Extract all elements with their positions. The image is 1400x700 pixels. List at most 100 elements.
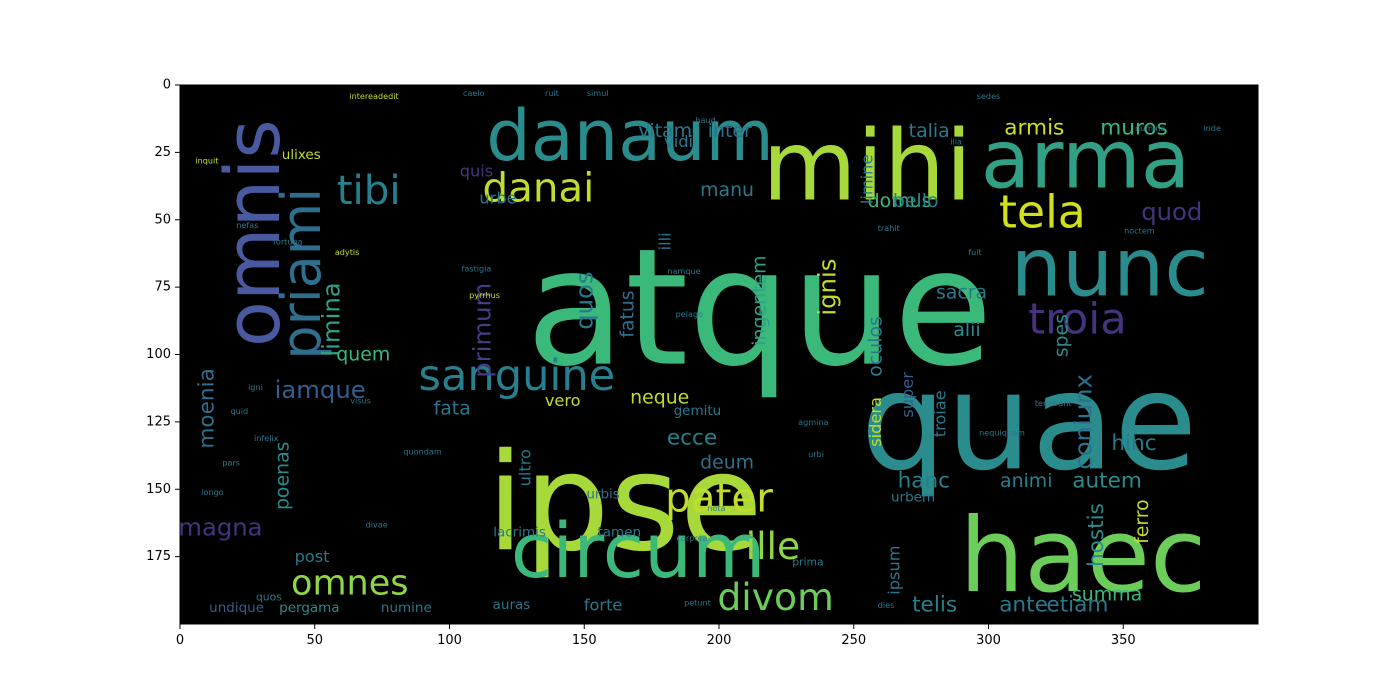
word-oculos-42: oculos [864, 316, 886, 377]
word-sacra-39: sacra [936, 282, 987, 304]
word-infelix-114: infelix [254, 433, 279, 443]
word-ante-61: ante [999, 593, 1048, 618]
word-arma-5: arma [981, 113, 1191, 207]
word-quod-27: quod [1141, 197, 1202, 226]
x-tick-label-300: 300 [976, 633, 1001, 648]
y-tick-label-100: 100 [146, 347, 171, 362]
word-super-73: super [898, 372, 917, 418]
word-nota-108: nota [707, 503, 725, 513]
word-limina-20: limina [316, 282, 345, 356]
word-namque-99: namque [667, 266, 700, 276]
word-domus-28: domus [868, 190, 932, 212]
word-talia-24: talia [909, 120, 950, 142]
word-alii-40: alii [953, 319, 980, 341]
word-quae-1: quae [861, 343, 1198, 500]
y-tick-label-50: 50 [154, 212, 171, 227]
y-tick-label-75: 75 [154, 280, 171, 295]
word-igni-116: igni [248, 382, 263, 392]
word-fuit-102: fuit [968, 247, 981, 257]
word-longo-112: longo [201, 487, 223, 497]
word-primum-35: primum [467, 283, 496, 378]
word-vitam-22: vitam [638, 120, 692, 142]
word-divae-118: divae [366, 519, 388, 529]
word-undique-64: undique [209, 600, 264, 616]
word-pelago-100: pelago [676, 309, 703, 319]
word-post-59: post [295, 547, 330, 566]
x-tick-label-250: 250 [841, 633, 866, 648]
word-forte-68: forte [584, 596, 623, 615]
word-fortuna-95: fortuna [273, 236, 303, 246]
word-auras-67: auras [493, 597, 531, 613]
y-tick-label-175: 175 [146, 549, 171, 564]
word-deum-50: deum [700, 451, 754, 473]
word-urbe-32: urbe [479, 189, 516, 208]
word-intereadedit-84: intereadedit [349, 91, 398, 101]
word-inquit-93: inquit [195, 155, 218, 165]
word-numina-89: numina [1135, 123, 1166, 133]
word-ultro-72: ultro [515, 449, 534, 486]
word-pars-113: pars [222, 457, 240, 467]
word-adytis-96: adytis [335, 247, 360, 257]
word-vero-44: vero [545, 391, 581, 410]
word-fastigia-97: fastigia [462, 263, 492, 273]
word-poenas-48: poenas [271, 441, 293, 510]
word-caelo-85: caelo [463, 88, 485, 98]
word-lacrimis-69: lacrimis [493, 524, 546, 540]
word-ulixes-78: ulixes [282, 147, 321, 163]
word-sanguine-11: sanguine [419, 351, 616, 401]
word-nequiquam-104: nequiquam [979, 428, 1025, 438]
word-etiam-62: etiam [1046, 593, 1108, 618]
word-danai-13: danai [482, 163, 594, 211]
word-illi-77: illi [656, 232, 675, 250]
word-tela-14: tela [999, 185, 1086, 239]
word-nunc-7: nunc [1011, 221, 1209, 315]
word-pyrrhus-98: pyrrhus [469, 290, 500, 300]
word-haec-3: haec [959, 497, 1206, 616]
x-tick-label-50: 50 [306, 633, 323, 648]
word-circum-9: circum [511, 507, 766, 595]
word-illa-92: illa [950, 137, 962, 147]
word-vidi-31: vidi [664, 132, 693, 151]
word-summa-63: summa [1072, 583, 1142, 605]
word-ipsum-79: ipsum [885, 545, 904, 594]
word-urbis-71: urbis [586, 487, 619, 503]
word-danaum-6: danaum [486, 95, 774, 177]
word-autem-55: autem [1072, 469, 1142, 494]
word-ille-17: ille [746, 524, 801, 568]
word-telis-60: telis [912, 593, 957, 618]
word-noctem-103: noctem [1124, 226, 1155, 236]
word-pergama-65: pergama [279, 600, 339, 616]
word-coniunx-51: coniunx [1068, 374, 1097, 470]
x-tick-label-0: 0 [176, 633, 184, 648]
word-tamen-70: tamen [597, 524, 641, 540]
word-quid-115: quid [230, 406, 248, 416]
word-corpora-109: corpora [676, 533, 707, 543]
word-quem-43: quem [336, 344, 390, 366]
word-limine-76: limine [858, 155, 877, 205]
word-atque-0: atque [526, 215, 993, 403]
word-mihi-4: mihi [762, 109, 972, 222]
word-quos-83: quos [256, 591, 282, 604]
word-manu-33: manu [700, 179, 754, 201]
y-tick-label-0: 0 [163, 78, 171, 93]
word-armis-25: armis [1004, 116, 1064, 141]
word-troia-15: troia [1028, 294, 1126, 344]
word-quos-34: quos [570, 271, 599, 329]
word-moenia-47: moenia [194, 368, 219, 448]
word-priami-10: priami [270, 188, 333, 360]
word-urbi-107: urbi [808, 449, 824, 459]
x-tick-label-350: 350 [1111, 633, 1136, 648]
word-gemitu-80: gemitu [674, 403, 722, 419]
word-sidera-75: sidera [866, 397, 885, 447]
word-agmina-106: agmina [798, 417, 828, 427]
word-inde-90: inde [1203, 123, 1221, 133]
word-inter-23: inter [708, 120, 752, 142]
word-bello-29: bello [893, 190, 939, 212]
word-numine-66: numine [381, 600, 432, 616]
x-tick-label-100: 100 [437, 633, 462, 648]
word-iamque-21: iamque [275, 375, 366, 404]
y-tick-label-25: 25 [154, 145, 171, 160]
word-ruit-86: ruit [545, 88, 559, 98]
